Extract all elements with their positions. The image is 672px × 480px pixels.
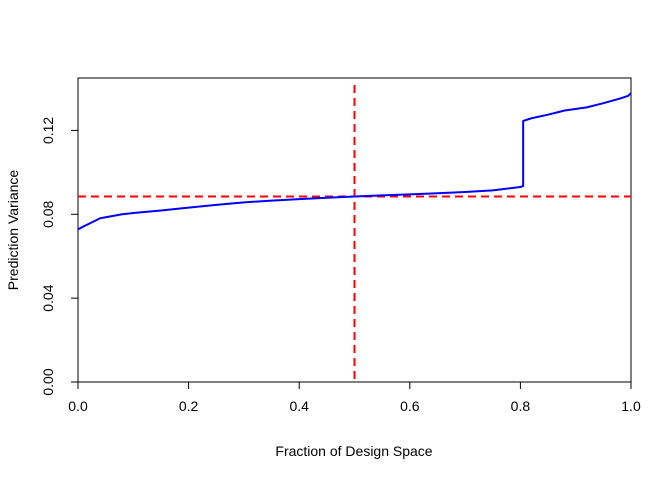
x-tick-label: 0.8 (511, 398, 531, 414)
y-tick-label: 0.04 (40, 284, 56, 311)
reference-lines (78, 85, 631, 382)
y-tick-label: 0.00 (40, 368, 56, 395)
x-tick-label: 0.0 (68, 398, 88, 414)
y-tick-label: 0.12 (40, 117, 56, 144)
x-tick-label: 1.0 (621, 398, 641, 414)
x-axis-title: Fraction of Design Space (275, 443, 432, 459)
y-axis: 0.00 0.04 0.08 0.12 (40, 117, 79, 396)
x-tick-label: 0.6 (400, 398, 420, 414)
y-axis-title: Prediction Variance (5, 170, 21, 291)
x-axis: 0.0 0.2 0.4 0.6 0.8 1.0 (68, 381, 641, 414)
series-line-0 (77, 92, 632, 231)
y-tick-label: 0.08 (40, 200, 56, 227)
x-tick-label: 0.2 (179, 398, 199, 414)
series-group (77, 92, 632, 231)
x-tick-label: 0.4 (289, 398, 309, 414)
